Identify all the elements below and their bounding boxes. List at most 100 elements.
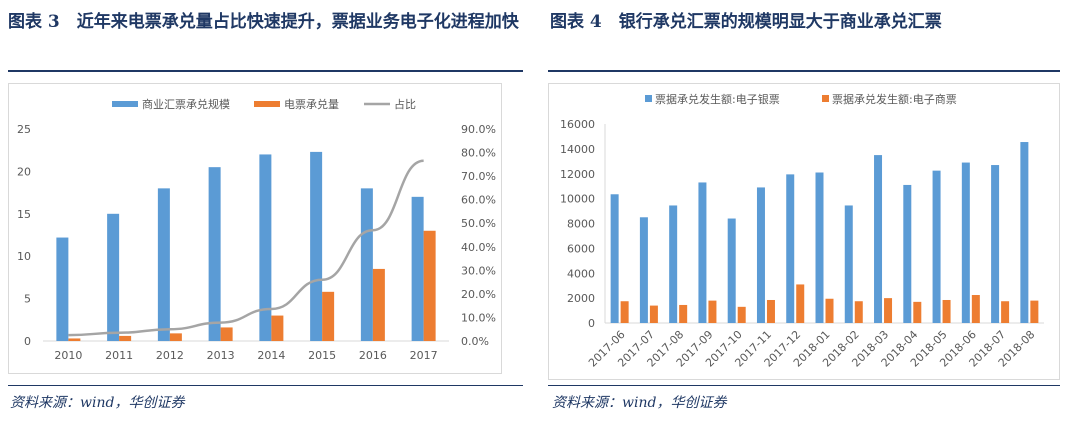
- bar-e-bank: [932, 170, 941, 323]
- bar-e-bank: [610, 194, 619, 323]
- bar-e-bank: [639, 217, 648, 323]
- bar-e-commercial: [913, 301, 922, 323]
- x-tick-label: 2015: [308, 349, 336, 362]
- right-chart: 0200040006000800010000120001400016000201…: [560, 92, 1044, 370]
- bar-e-bank: [786, 174, 795, 323]
- bar-e-bank: [874, 155, 883, 323]
- left-title-rule: [8, 70, 523, 72]
- bar-e-bank: [991, 165, 1000, 323]
- bar-e-commercial: [1030, 300, 1039, 323]
- y2-tick-label: 10.0%: [461, 311, 496, 324]
- bar-e-commercial: [649, 305, 658, 323]
- bar-e-bank: [903, 184, 912, 323]
- bar-commercial-bill: [411, 196, 424, 341]
- bar-e-commercial: [679, 304, 688, 323]
- right-source-rule: [548, 385, 1060, 386]
- bar-commercial-bill: [360, 188, 373, 341]
- y2-tick-label: 0.0%: [461, 335, 489, 348]
- right-source: 资料来源：wind，华创证券: [552, 395, 727, 411]
- y-tick-label: 16000: [560, 118, 595, 131]
- right-figure-title: 图表 4 银行承兑汇票的规模明显大于商业承兑汇票: [550, 12, 942, 32]
- bar-commercial-bill: [157, 188, 170, 341]
- left-source-rule: [8, 385, 523, 386]
- y-tick-label: 15: [17, 208, 31, 221]
- x-tick-label: 2013: [207, 349, 235, 362]
- bar-e-commercial: [825, 298, 834, 323]
- y2-tick-label: 40.0%: [461, 241, 496, 254]
- y2-tick-label: 70.0%: [461, 170, 496, 183]
- bar-e-bill: [271, 315, 284, 341]
- left-figure-title: 图表 3 近年来电票承兑量占比快速提升，票据业务电子化进程加快: [8, 12, 519, 32]
- legend-label: 票据承兑发生额:电子银票: [655, 92, 780, 106]
- bar-e-bill: [68, 338, 81, 341]
- bar-e-bill: [322, 291, 335, 341]
- bar-e-bank: [756, 187, 765, 323]
- y-tick-label: 5: [24, 293, 31, 306]
- bar-e-commercial: [796, 284, 805, 323]
- bar-e-bank: [669, 205, 678, 323]
- y-tick-label: 10: [17, 250, 31, 263]
- right-chart-frame: 0 2000 4000 6000 8000 10000 12000 14000 16000 201…: [548, 83, 1060, 380]
- y-tick-label: 25: [17, 123, 31, 136]
- y-tick-label: 6000: [567, 242, 595, 255]
- legend-swatch: [645, 95, 652, 102]
- bar-e-commercial: [737, 306, 746, 323]
- legend-label: 票据承兑发生额:电子商票: [832, 92, 957, 106]
- bar-e-bank: [698, 182, 707, 323]
- y-tick-label: 12000: [560, 168, 595, 181]
- bar-e-bank: [844, 205, 853, 323]
- bar-e-bank: [815, 172, 824, 323]
- legend-label: 商业汇票承兑规模: [142, 97, 230, 111]
- bar-e-commercial: [766, 299, 775, 323]
- y2-tick-label: 20.0%: [461, 288, 496, 301]
- bar-e-bill: [372, 268, 385, 341]
- y2-tick-label: 90.0%: [461, 123, 496, 136]
- bar-e-commercial: [620, 301, 629, 323]
- left-chart-frame: 0 5 10 15 20 25 0.0% 10.0% 20.0% 30.0% 40.0% 50.0% 6…: [8, 83, 502, 374]
- y-tick-label: 20: [17, 165, 31, 178]
- legend-swatch: [112, 101, 138, 107]
- y-tick-label: 10000: [560, 193, 595, 206]
- bar-e-bank: [1020, 142, 1029, 323]
- y2-tick-label: 30.0%: [461, 264, 496, 277]
- bar-commercial-bill: [208, 167, 221, 341]
- bar-e-commercial: [708, 300, 717, 323]
- legend-label: 电票承兑量: [284, 97, 339, 111]
- bar-e-commercial: [884, 298, 893, 323]
- y2-tick-label: 50.0%: [461, 217, 496, 230]
- x-tick-label: 2017: [410, 349, 438, 362]
- x-tick-label: 2014: [257, 349, 285, 362]
- line-ratio: [68, 159, 424, 337]
- y2-tick-label: 60.0%: [461, 194, 496, 207]
- bar-commercial-bill: [259, 154, 272, 341]
- bar-e-commercial: [1001, 301, 1010, 323]
- bar-commercial-bill: [107, 213, 120, 341]
- y-tick-label: 8000: [567, 218, 595, 231]
- x-tick-label: 2010: [54, 349, 82, 362]
- bar-commercial-bill: [310, 151, 323, 341]
- left-source: 资料来源：wind，华创证券: [10, 395, 185, 411]
- y-tick-label: 0: [588, 317, 595, 330]
- bar-e-bank: [961, 162, 970, 323]
- left-chart: 0 5 10 15 20 25 0.0% 10.0% 20.0% 30.0% 40.0% 50.0% 6…: [17, 97, 496, 362]
- x-tick-label: 2011: [105, 349, 133, 362]
- right-title-rule: [548, 70, 1060, 72]
- y2-tick-label: 80.0%: [461, 147, 496, 160]
- legend-swatch: [822, 95, 829, 102]
- y-tick-label: 0: [24, 335, 31, 348]
- y-tick-label: 2000: [567, 292, 595, 305]
- bar-e-commercial: [942, 299, 951, 323]
- legend-label: 占比: [394, 97, 416, 111]
- bar-e-bill: [169, 333, 182, 341]
- y-tick-label: 4000: [567, 267, 595, 280]
- x-tick-label: 2016: [359, 349, 387, 362]
- legend-swatch: [254, 101, 280, 107]
- y-tick-label: 14000: [560, 143, 595, 156]
- bar-e-commercial: [854, 301, 863, 323]
- bar-e-bill: [423, 230, 436, 341]
- bar-e-commercial: [971, 295, 980, 323]
- bar-e-bill: [220, 327, 233, 341]
- bar-e-bank: [727, 218, 736, 323]
- bar-commercial-bill: [56, 237, 69, 341]
- x-tick-label: 2012: [156, 349, 184, 362]
